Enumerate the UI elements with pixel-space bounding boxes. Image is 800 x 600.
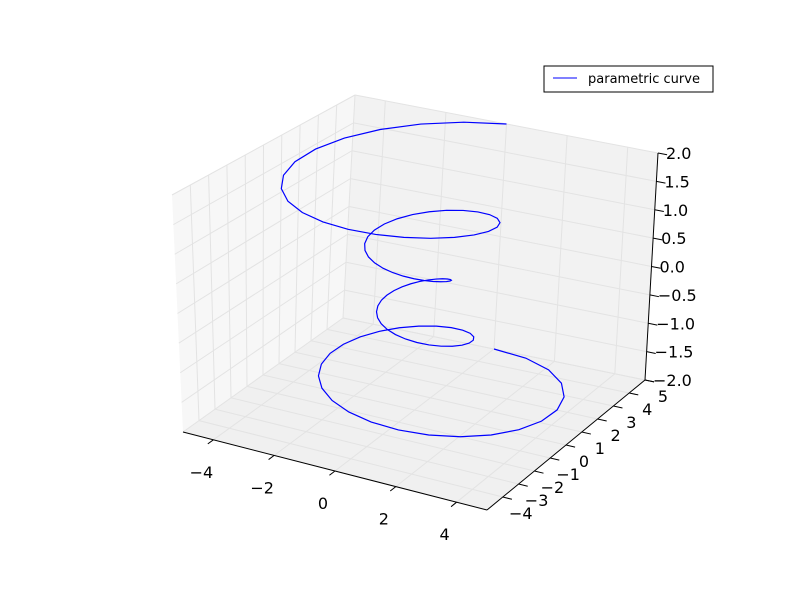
y-gridline	[326, 328, 630, 394]
z-gridline	[182, 317, 344, 433]
y-tick-mark	[597, 418, 607, 422]
x-tick-label: 0	[318, 494, 328, 513]
x-tick-label: 4	[440, 525, 450, 544]
y-gridline	[278, 363, 582, 433]
y-tick-mark	[581, 431, 591, 435]
z-tick-mark	[648, 322, 658, 326]
z-tick-label: 0.0	[660, 258, 685, 277]
y-gridline	[294, 351, 598, 420]
z-gridline	[350, 178, 654, 239]
tick-labels: −4−2024−4−3−2−1012345−2.0−1.5−1.0−0.50.0…	[190, 144, 697, 544]
z-tick-mark	[654, 209, 664, 213]
z-tick-mark	[649, 294, 660, 298]
x-tick-label: −2	[250, 478, 274, 497]
x-tick-mark	[389, 486, 397, 492]
z-gridline	[345, 261, 649, 324]
x-tick-label: 2	[379, 510, 389, 529]
y-tick-mark	[502, 496, 513, 500]
z-gridline	[174, 150, 353, 255]
z-tick-label: 1.5	[664, 172, 689, 191]
y-tick-label: −3	[525, 491, 549, 510]
z-gridline	[173, 122, 354, 226]
z-gridline	[351, 150, 655, 211]
legend-label-parametric-curve: parametric curve	[588, 72, 700, 87]
z-gridline	[175, 178, 351, 285]
z-tick-mark	[653, 237, 663, 241]
z-gridline	[348, 206, 652, 267]
y-tick-mark	[518, 483, 528, 487]
x-tick-label: −4	[190, 463, 214, 482]
z-gridline	[347, 233, 650, 296]
series-line-parametric-curve	[280, 121, 565, 438]
z-tick-label: −2.0	[653, 371, 692, 390]
z-tick-mark	[644, 379, 655, 383]
x-tick-mark	[268, 454, 275, 460]
z-tick-label: −0.5	[658, 286, 697, 305]
y-gridline	[310, 340, 614, 407]
z-tick-label: 1.0	[663, 201, 688, 220]
z-gridline	[181, 289, 345, 403]
y-tick-label: 3	[626, 413, 636, 432]
bottom-pane	[183, 318, 645, 510]
x-tick-mark	[329, 470, 336, 476]
y-gridline	[230, 397, 535, 472]
z-gridline	[179, 261, 347, 374]
z-tick-label: −1.5	[655, 343, 694, 362]
axis-lines	[182, 152, 668, 511]
y-tick-label: −1	[556, 465, 580, 484]
y-tick-label: 2	[611, 426, 621, 445]
y-tick-label: −2	[541, 478, 565, 497]
y-tick-mark	[550, 457, 560, 461]
y-gridline	[198, 420, 503, 498]
z-gridline	[178, 233, 348, 344]
legend: parametric curve	[543, 65, 714, 93]
z-gridline	[353, 122, 657, 182]
y-tick-label: −4	[509, 504, 533, 523]
y-gridline	[262, 374, 567, 446]
z-gridline	[177, 206, 350, 314]
series-group	[280, 121, 565, 438]
y-tick-mark	[534, 470, 544, 474]
z-tick-mark	[657, 152, 668, 156]
y-gridline	[246, 385, 551, 459]
y-tick-mark	[613, 405, 623, 409]
y-gridline	[214, 408, 519, 485]
z-gridline	[171, 94, 356, 196]
legend-box	[543, 65, 714, 93]
y-tick-label: 5	[658, 387, 668, 406]
z-tick-mark	[651, 266, 661, 269]
z-tick-mark	[646, 351, 656, 354]
y-tick-mark	[565, 444, 576, 448]
z-gridline	[344, 289, 647, 353]
x-tick-mark	[207, 439, 214, 445]
y-tick-mark	[629, 392, 639, 396]
x-tick-mark	[450, 501, 457, 508]
z-tick-label: −1.0	[656, 314, 695, 333]
z-tick-mark	[656, 180, 666, 184]
z-tick-label: 2.0	[666, 144, 691, 163]
z-tick-label: 0.5	[661, 229, 686, 248]
y-tick-label: 4	[642, 400, 652, 419]
y-tick-label: 1	[595, 439, 605, 458]
y-tick-label: 0	[579, 452, 589, 471]
